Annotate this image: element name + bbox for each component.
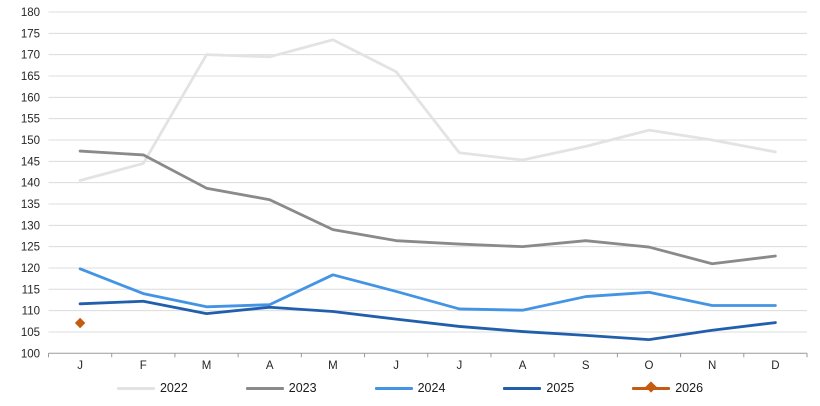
y-axis-tick-label: 125 bbox=[21, 242, 40, 254]
legend-item-2026: 2026 bbox=[632, 380, 704, 395]
x-axis-tick-label: S bbox=[582, 360, 590, 372]
x-axis-tick-label: A bbox=[519, 360, 527, 372]
series-line-2024 bbox=[78, 267, 777, 312]
legend-line-swatch bbox=[116, 386, 155, 390]
legend-line-swatch bbox=[503, 386, 542, 390]
x-axis-tick-label: M bbox=[328, 360, 338, 372]
y-axis-tick-label: 100 bbox=[21, 348, 40, 360]
x-axis-tick-label: M bbox=[202, 360, 212, 372]
x-axis-tick-label: O bbox=[645, 360, 654, 372]
legend-line-swatch bbox=[374, 386, 413, 390]
y-axis-tick-label: 150 bbox=[21, 135, 40, 147]
legend-label: 2024 bbox=[417, 380, 446, 395]
y-axis-tick-label: 165 bbox=[21, 71, 40, 83]
x-axis-tick-label: A bbox=[266, 360, 274, 372]
legend-label: 2026 bbox=[675, 380, 704, 395]
x-axis-tick-label: F bbox=[140, 360, 147, 372]
series-line-2022 bbox=[78, 38, 777, 182]
legend-label: 2025 bbox=[546, 380, 575, 395]
legend-line-swatch bbox=[245, 386, 284, 390]
y-axis-tick-label: 120 bbox=[21, 263, 40, 275]
legend-item-2024: 2024 bbox=[374, 380, 446, 395]
y-axis-tick-label: 180 bbox=[21, 7, 40, 19]
legend-item-2022: 2022 bbox=[116, 380, 188, 395]
y-axis-tick-label: 110 bbox=[22, 306, 40, 318]
chart-legend: 2022 2023 2024 2025 2026 bbox=[0, 374, 820, 402]
legend-item-2023: 2023 bbox=[245, 380, 317, 395]
x-axis-tick-label: N bbox=[708, 360, 716, 372]
y-axis-tick-label: 115 bbox=[22, 284, 40, 296]
y-axis-tick-label: 155 bbox=[21, 114, 40, 126]
y-axis-tick-label: 135 bbox=[21, 199, 40, 211]
legend-label: 2023 bbox=[288, 380, 317, 395]
y-axis-tick-label: 145 bbox=[21, 156, 40, 168]
y-axis-tick-label: 170 bbox=[21, 50, 40, 62]
y-axis-tick-label: 175 bbox=[21, 28, 40, 40]
legend-diamond-marker-icon bbox=[645, 381, 657, 393]
plot-area: 100 105 110 115 120 125 130 135 140 145 150 155 160 1… bbox=[21, 7, 808, 372]
y-axis-tick-label: 105 bbox=[21, 327, 40, 339]
series-line-2025 bbox=[78, 299, 777, 342]
x-axis-tick-label: J bbox=[393, 360, 399, 372]
y-axis-tick-label: 160 bbox=[21, 92, 40, 104]
series-marker-2026 bbox=[74, 317, 86, 329]
series-line-2023 bbox=[78, 149, 777, 266]
y-axis-tick-label: 140 bbox=[21, 178, 40, 190]
x-axis-tick-label: J bbox=[456, 360, 462, 372]
x-axis-tick-label: J bbox=[77, 360, 83, 372]
legend-line-swatch bbox=[632, 381, 671, 393]
y-axis-tick-label: 130 bbox=[21, 220, 40, 232]
legend-label: 2022 bbox=[159, 380, 188, 395]
legend-item-2025: 2025 bbox=[503, 382, 574, 395]
x-axis-tick-label: D bbox=[771, 360, 779, 372]
